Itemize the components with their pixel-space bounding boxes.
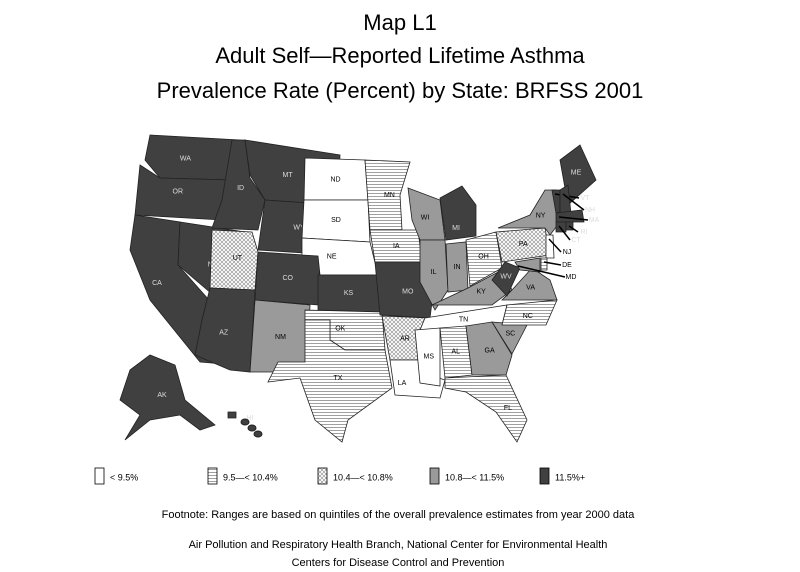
state-shape <box>514 257 541 273</box>
state-label: AL <box>451 349 460 356</box>
state-label: OR <box>173 188 184 195</box>
island <box>247 424 257 432</box>
legend-swatch <box>539 467 550 485</box>
state-shape <box>545 234 555 259</box>
state-label: WV <box>500 273 512 280</box>
state-label: MS <box>424 354 435 361</box>
state-shape <box>374 261 433 319</box>
state-shape <box>267 319 393 443</box>
state-shape <box>414 327 441 387</box>
state-label: TX <box>334 375 343 382</box>
state-shape <box>439 185 477 241</box>
state-label: LA <box>398 380 407 387</box>
state-label: NH <box>585 207 595 214</box>
island <box>253 430 263 438</box>
state-label: OK <box>335 326 345 333</box>
state-label: GA <box>485 347 495 354</box>
state-shape <box>419 239 449 311</box>
footnote: Footnote: Ranges are based on quintiles … <box>162 509 636 521</box>
state-label: WA <box>180 155 191 162</box>
state-label: CA <box>152 280 162 287</box>
state-shape <box>465 321 513 376</box>
state-label: WY <box>293 224 305 231</box>
legend-swatch <box>317 467 328 485</box>
state-label: ME <box>571 169 582 176</box>
state-label: WI <box>421 214 430 221</box>
state-label: ID <box>237 185 244 192</box>
state-label: VA <box>526 284 535 291</box>
state-label: MN <box>384 192 395 199</box>
state-label: NM <box>275 334 286 341</box>
title-line: Adult Self—Reported Lifetime Asthma <box>215 43 585 68</box>
state-label: CT <box>571 237 581 244</box>
leader-line <box>558 225 571 241</box>
legend-swatch <box>429 467 440 485</box>
leader-line <box>558 216 589 221</box>
state-label: UT <box>233 255 243 262</box>
state-label: PA <box>519 241 528 248</box>
state-label: ND <box>330 176 340 183</box>
state-label: CO <box>283 275 294 282</box>
leader-line <box>562 193 585 211</box>
state-label: SC <box>505 331 515 338</box>
legend-swatch <box>207 467 218 485</box>
state-shape <box>364 159 411 231</box>
state-label: KY <box>477 288 487 295</box>
legend: < 9.5% 9.5—< 10.4% 10.4—< 10.8% 10.8—< 11.5… <box>94 467 585 485</box>
credit-line: Air Pollution and Respiratory Health Bra… <box>189 539 608 551</box>
legend-label: < 9.5% <box>110 472 138 482</box>
state-shape <box>555 221 567 233</box>
island <box>240 418 250 426</box>
state-label: NY <box>536 212 546 219</box>
state-label: MA <box>589 217 600 224</box>
leader-line <box>517 265 566 278</box>
state-label: VT <box>581 195 591 202</box>
state-label: RI <box>581 229 588 236</box>
state-shape <box>119 354 216 441</box>
leader-line <box>548 238 562 253</box>
state-shape <box>194 287 256 373</box>
state-label: NC <box>523 313 533 320</box>
state-label: IL <box>431 269 437 276</box>
state-label: FL <box>504 405 512 412</box>
state-label: AR <box>400 335 410 342</box>
state-label: AZ <box>219 329 229 336</box>
state-label: NJ <box>563 249 572 256</box>
state-label: IN <box>454 264 461 271</box>
state-label: TN <box>459 316 468 323</box>
state-shape <box>501 299 558 326</box>
state-shape <box>227 411 237 419</box>
leader-line <box>568 225 579 233</box>
state-shape <box>144 134 241 181</box>
legend-label: 11.5%+ <box>555 472 585 482</box>
state-label: KS <box>344 290 354 297</box>
state-label: OH <box>478 253 489 260</box>
state-label: NE <box>327 254 337 261</box>
legend-label: 10.4—< 10.8% <box>333 472 393 482</box>
state-shape <box>501 267 558 301</box>
state-label: SD <box>331 217 341 224</box>
state-label: MT <box>283 172 294 179</box>
state-label: MD <box>566 274 577 281</box>
state-label: DE <box>562 262 572 269</box>
leader-line <box>543 261 562 266</box>
legend-label: 9.5—< 10.4% <box>223 472 278 482</box>
state-label: AK <box>157 392 167 399</box>
title-line: Map L1 <box>363 10 436 35</box>
legend-swatch <box>94 467 105 485</box>
state-label: MI <box>452 225 460 232</box>
state-shape <box>444 374 528 443</box>
states: WAORCANVIDMTWYUTCOAZNMNDSDNEKSOKTXMNIAMO… <box>119 134 600 443</box>
credit-line: Centers for Disease Control and Preventi… <box>292 557 505 569</box>
state-shape <box>497 189 561 236</box>
legend-label: 10.8—< 11.5% <box>445 472 504 482</box>
state-label: IA <box>393 243 400 250</box>
title-line: Prevalence Rate (Percent) by State: BRFS… <box>157 78 644 103</box>
state-label: MO <box>402 289 414 296</box>
state-shape <box>540 257 548 271</box>
state-label: HI <box>247 415 254 422</box>
